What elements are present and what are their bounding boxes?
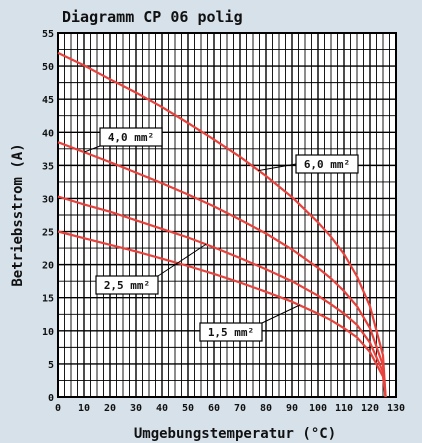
callout-box [95,275,159,295]
series-line [57,51,387,398]
y-ticks: 0 5 10 15 20 25 30 35 40 45 50 55 [42,29,54,404]
x-tick-label: 90 [286,403,298,414]
y-tick-label: 0 [48,393,54,404]
callouts: 4,0 mm² 6,0 mm² 2,5 mm² 1,5 mm² [83,127,359,342]
callout-leader [83,145,101,153]
y-tick-label: 10 [42,327,54,338]
x-tick-label: 110 [335,403,353,414]
callout-box [199,322,263,342]
y-tick-label: 45 [42,95,54,106]
x-tick-label: 30 [130,403,142,414]
callout-box [99,127,163,147]
y-axis-label: Betriebsstrom (A) [10,143,26,286]
y-tick-label: 25 [42,228,54,239]
y-tick-label: 55 [42,29,54,40]
callout-label: 2,5 mm² [104,279,150,292]
y-tick-label: 20 [42,261,54,272]
x-tick-label: 10 [78,403,90,414]
callout-box [295,154,359,174]
x-tick-label: 40 [156,403,168,414]
y-tick-label: 5 [48,360,54,371]
x-tick-label: 0 [55,403,61,414]
callout-leader [157,243,207,277]
series-lines [57,51,387,398]
callout-label: 6,0 mm² [304,158,350,171]
y-tick-label: 30 [42,194,54,205]
callout-label: 1,5 mm² [208,326,254,339]
series-line [57,141,387,398]
chart-title: Diagramm CP 06 polig [62,8,243,26]
x-tick-label: 130 [387,403,405,414]
y-tick-label: 40 [42,128,54,139]
x-tick-label: 100 [309,403,327,414]
x-tick-label: 80 [260,403,272,414]
series-line [57,195,387,398]
y-tick-label: 35 [42,161,54,172]
y-tick-label: 50 [42,62,54,73]
x-axis-label: Umgebungstemperatur (°C) [134,426,336,442]
x-tick-label: 60 [208,403,220,414]
x-tick-label: 50 [182,403,194,414]
x-tick-label: 20 [104,403,116,414]
y-tick-label: 15 [42,294,54,305]
x-tick-label: 120 [361,403,379,414]
series-line [57,230,387,398]
x-tick-label: 70 [234,403,246,414]
x-ticks: 0 10 20 30 40 50 60 70 80 90 100 110 120 130 [55,403,405,414]
plot-frame [57,32,397,398]
callout-leader [258,163,297,172]
callout-leader [261,304,301,324]
callout-label: 4,0 mm² [108,131,154,144]
